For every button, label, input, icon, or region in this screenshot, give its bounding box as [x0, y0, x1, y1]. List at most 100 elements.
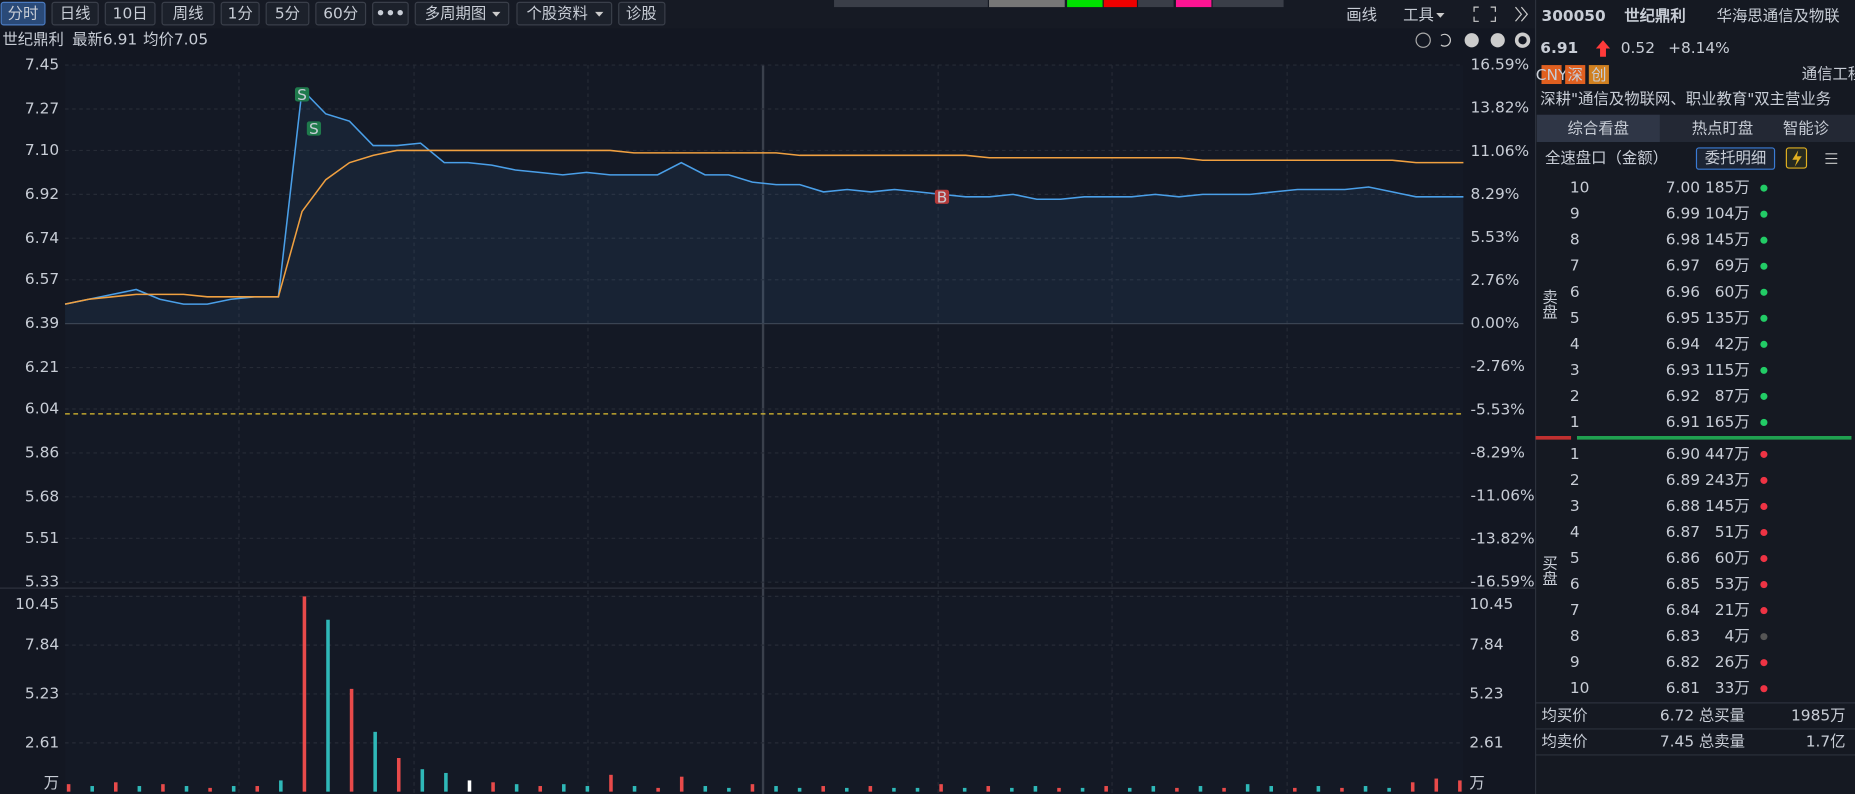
tab-button[interactable] — [161, 1, 215, 26]
tag — [1565, 65, 1586, 85]
tab-button[interactable] — [0, 1, 46, 26]
summary-price: 6.72 — [1660, 706, 1694, 724]
volume-bar — [562, 784, 566, 792]
volume-bar — [727, 787, 731, 792]
menu-label[interactable]: 个股资料 — [526, 5, 587, 23]
book-dot — [1760, 581, 1768, 589]
book-level: 6 — [1570, 575, 1580, 593]
y2-tick-label: -5.53% — [1471, 400, 1525, 418]
unit-label: 万 — [1469, 774, 1484, 792]
book-price: 6.83 — [1666, 627, 1700, 645]
volume-bar — [656, 787, 660, 792]
book-level: 7 — [1570, 257, 1580, 275]
y-tick-label: 2.61 — [25, 733, 59, 751]
volume-bar — [1269, 786, 1273, 792]
book-price: 6.93 — [1666, 361, 1700, 379]
book-price: 6.96 — [1666, 283, 1700, 301]
tools-button[interactable]: 工具 — [1403, 6, 1434, 24]
legend-entry: 均价7.05 — [143, 31, 208, 49]
legend-entry: 最新6.91 — [72, 31, 137, 49]
up-arrow — [1595, 40, 1611, 57]
window-icons[interactable] — [1473, 6, 1529, 22]
more-label[interactable]: ••• — [376, 5, 405, 23]
tab-label[interactable]: 周线 — [173, 5, 204, 23]
summary-label: 均卖价 — [1541, 732, 1587, 750]
book-dot — [1760, 392, 1768, 400]
tab-button[interactable] — [51, 1, 99, 26]
dropdown-arrow — [1436, 13, 1445, 18]
book-price: 6.82 — [1666, 653, 1700, 671]
y-tick-label: 6.21 — [25, 358, 59, 376]
book-level: 5 — [1570, 309, 1580, 327]
book-price: 6.89 — [1666, 471, 1700, 489]
flash-icon — [1792, 150, 1802, 167]
panel-tab[interactable]: 智能诊 — [1783, 119, 1830, 137]
volume-bar — [420, 769, 425, 792]
draw-button[interactable]: 画线 — [1346, 6, 1377, 24]
menu-button[interactable] — [414, 1, 510, 26]
book-level: 2 — [1570, 387, 1580, 405]
tab-button[interactable] — [265, 1, 310, 26]
book-volume: 4万 — [1725, 627, 1750, 645]
book-dot — [1760, 288, 1768, 296]
panel-tab[interactable]: 综合看盘 — [1568, 118, 1629, 137]
chart-icons[interactable] — [1415, 32, 1531, 48]
volume-bar — [1080, 787, 1085, 792]
diagnose-button[interactable] — [618, 1, 666, 26]
trade-marker-label: B — [937, 188, 948, 206]
book-price: 7.00 — [1666, 179, 1700, 197]
book-dot — [1760, 262, 1768, 270]
y2-tick-label: 0.00% — [1471, 314, 1520, 332]
book-dot — [1760, 184, 1768, 192]
detail-button-label[interactable]: 委托明细 — [1705, 149, 1766, 167]
y-tick-label: 7.10 — [25, 141, 59, 159]
volume-bar — [1010, 787, 1014, 792]
tab-label[interactable]: 60分 — [323, 5, 358, 23]
y-tick-label: 7.84 — [25, 636, 59, 654]
tab-label[interactable]: 1分 — [228, 5, 253, 23]
book-level: 10 — [1570, 679, 1590, 697]
summary-price: 7.45 — [1660, 732, 1694, 750]
menu-icon[interactable] — [1825, 153, 1838, 164]
book-level: 9 — [1570, 653, 1580, 671]
volume-bar — [774, 786, 778, 792]
more-button[interactable] — [372, 1, 409, 26]
tab-button[interactable] — [315, 1, 367, 26]
book-level: 1 — [1570, 445, 1580, 463]
book-volume: 60万 — [1715, 283, 1750, 301]
industry: 通信工程 — [1802, 65, 1855, 83]
book-volume: 145万 — [1705, 231, 1750, 249]
menu-button[interactable] — [516, 1, 613, 26]
stock-code: 300050 — [1541, 7, 1605, 25]
book-dot — [1760, 210, 1768, 218]
book-level: 10 — [1570, 179, 1590, 197]
volume-bar — [326, 619, 330, 792]
book-volume: 51万 — [1715, 523, 1750, 541]
unit-label: 万 — [44, 774, 59, 792]
tab-button[interactable] — [220, 1, 260, 26]
volume-bar — [373, 731, 377, 792]
tab-label[interactable]: 10日 — [113, 5, 148, 23]
book-title: 全速盘口（金额） — [1545, 148, 1668, 167]
detail-button[interactable] — [1695, 147, 1776, 170]
book-price: 6.91 — [1666, 413, 1700, 431]
color-strip — [834, 0, 1284, 8]
volume-bar — [1033, 786, 1038, 792]
book-level: 8 — [1570, 231, 1580, 249]
book-level: 3 — [1570, 361, 1580, 379]
tab-label[interactable]: 分时 — [8, 5, 39, 23]
change-pct: +8.14% — [1668, 39, 1730, 57]
volume-bar — [1316, 786, 1321, 792]
book-dot — [1760, 633, 1768, 641]
panel-tab[interactable]: 热点盯盘 — [1692, 118, 1753, 137]
volume-bar — [632, 786, 637, 792]
volume-bar — [114, 782, 118, 792]
tab-label[interactable]: 日线 — [60, 5, 91, 23]
tab-active — [1536, 114, 1660, 142]
tab-label[interactable]: 5分 — [275, 5, 300, 23]
book-dot — [1760, 607, 1768, 615]
diagnose-label[interactable]: 诊股 — [626, 5, 657, 23]
volume-bar — [1458, 780, 1462, 792]
menu-label[interactable]: 多周期图 — [425, 5, 486, 23]
tab-button[interactable] — [104, 1, 156, 26]
